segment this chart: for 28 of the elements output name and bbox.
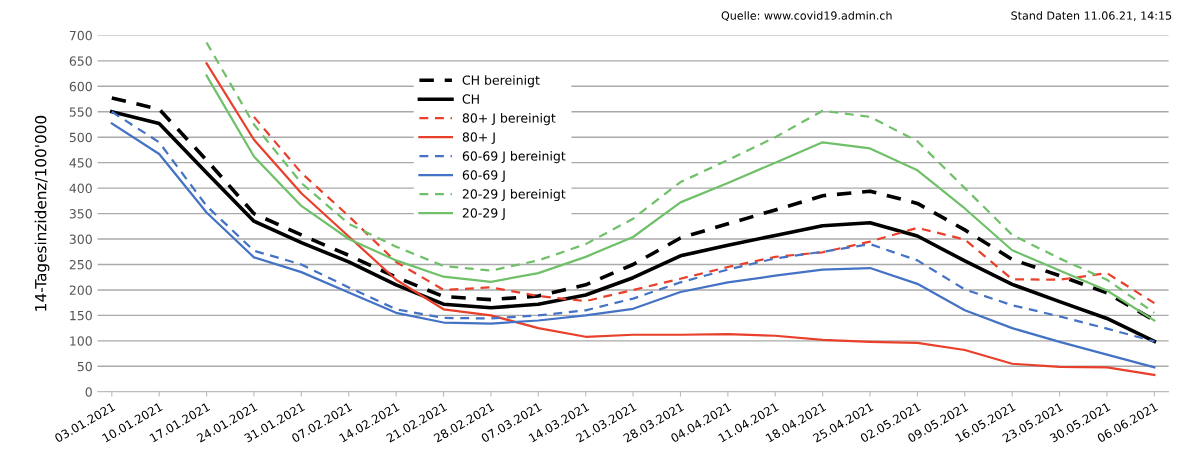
text: Stand Daten 11.06.21, 14:15 bbox=[1011, 11, 1172, 21]
line-series bbox=[205, 62, 1156, 377]
y-tick-label: 500 bbox=[69, 132, 92, 143]
legend-label: 60-69 J bbox=[462, 170, 505, 183]
y-tick-label: 0 bbox=[85, 387, 92, 397]
legend-label: 80+ J bbox=[462, 132, 495, 145]
y-tick-label: 600 bbox=[69, 81, 92, 92]
y-tick-label: 300 bbox=[69, 234, 92, 244]
legend-label: 80+ J bereinigt bbox=[462, 113, 556, 126]
y-tick-label: 200 bbox=[69, 285, 92, 295]
legend-label: 60-69 J bereinigt bbox=[462, 151, 566, 164]
y-tick-label: 650 bbox=[69, 56, 92, 66]
legend-label: CH bbox=[462, 94, 479, 104]
y-tick-label: 700 bbox=[69, 30, 92, 41]
y-tick-label: 150 bbox=[70, 310, 92, 321]
line-series bbox=[252, 115, 1156, 305]
y-tick-label: 350 bbox=[69, 209, 92, 219]
legend-label: 20-29 J bbox=[462, 208, 505, 220]
y-tick-label: 450 bbox=[69, 158, 92, 168]
legend-label: CH bereinigt bbox=[462, 75, 540, 88]
legend-label: 20-29 J bereinigt bbox=[462, 188, 566, 202]
y-axis-title: 14-Tagesinzidenz/100'000 bbox=[34, 115, 50, 311]
y-tick-label: 250 bbox=[69, 259, 92, 270]
y-tick-label: 100 bbox=[70, 336, 92, 346]
y-tick-label: 550 bbox=[69, 107, 92, 117]
y-tick-label: 400 bbox=[69, 183, 92, 194]
y-tick-label: 50 bbox=[77, 361, 92, 372]
source-note: Quelle: www.covid19.admin.ch bbox=[721, 11, 892, 22]
